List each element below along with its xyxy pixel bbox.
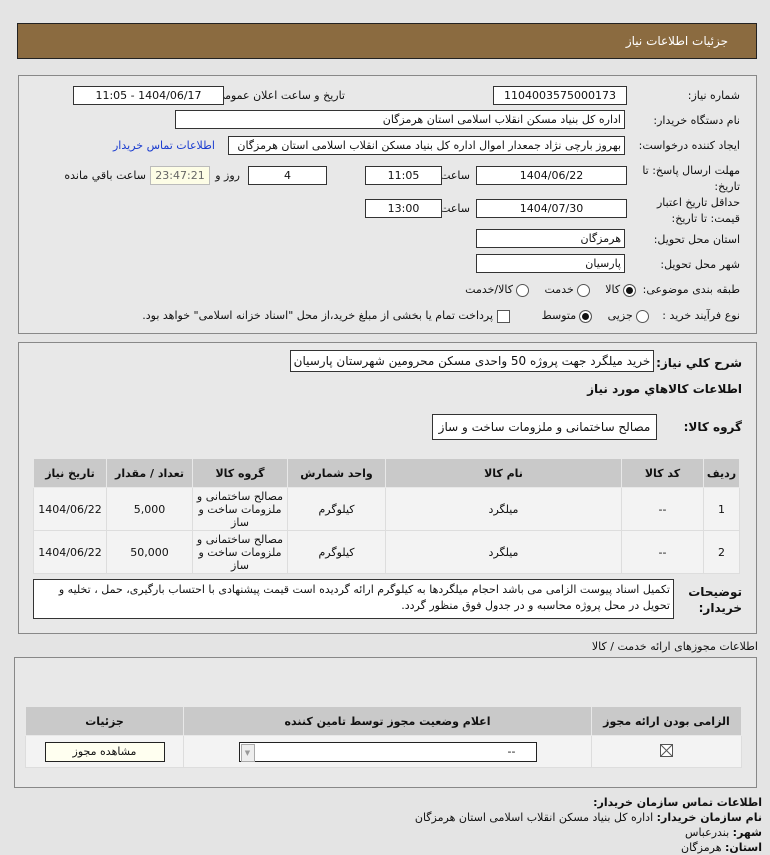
province-field: هرمزگان	[476, 229, 625, 248]
contact-province-label: استان:	[725, 841, 762, 854]
buyer-field: اداره کل بنیاد مسکن انقلاب اسلامی استان …	[175, 110, 625, 129]
treasury-payment-checkbox[interactable]	[497, 309, 511, 323]
process-option-label: جزیی	[607, 309, 633, 322]
buyer-contact-link[interactable]: اطلاعات تماس خریدار	[113, 139, 215, 152]
creator-field: بهروز بارچی نژاد جمعدار اموال اداره کل ب…	[228, 136, 625, 155]
permits-title: اطلاعات مجوزهای ارائه خدمت / کالا	[591, 640, 758, 653]
permits-table: الزامی بودن ارائه مجوز اعلام وضعیت مجوز …	[25, 706, 742, 768]
contact-province: هرمزگان	[681, 841, 722, 854]
deadline-label: مهلت ارسال پاسخ: تا تاریخ:	[642, 164, 740, 193]
creator-label: ایجاد کننده درخواست:	[638, 139, 740, 152]
city-field: پارسیان	[476, 254, 625, 273]
summary-field: خرید میلگرد جهت پروژه 50 واحدی مسکن محرو…	[290, 350, 654, 372]
contact-city: بندرعباس	[685, 826, 730, 839]
unit: کیلوگرم	[287, 530, 386, 574]
category-option-label: کالا	[605, 283, 621, 296]
validity-time-label: ساعت	[440, 202, 470, 215]
contact-city-label: شهر:	[732, 826, 762, 839]
validity-time-field: 13:00	[365, 199, 442, 218]
goods-table: ردیف کد کالا نام کالا واحد شمارش گروه کا…	[33, 458, 740, 574]
column-header: جزئیات	[25, 706, 184, 736]
goods-name: میلگرد	[385, 530, 622, 574]
goods-group-field: مصالح ساختمانی و ملزومات ساخت و ساز	[432, 414, 657, 440]
buyer-contact-section: اطلاعات تماس سازمان خریدار: نام سازمان خ…	[415, 795, 762, 855]
need-date: 1404/06/22	[33, 487, 107, 531]
process-option-label: متوسط	[541, 309, 577, 322]
validity-date-field: 1404/07/30	[476, 199, 627, 218]
goods-name: میلگرد	[385, 487, 622, 531]
province-label: استان محل تحویل:	[653, 233, 740, 246]
page-title: جزئیات اطلاعات نیاز	[625, 34, 728, 48]
quantity: 50,000	[106, 530, 193, 574]
category-option-label: خدمت	[544, 283, 574, 296]
column-header: واحد شمارش	[287, 458, 386, 488]
goods-group: مصالح ساختمانی و ملزومات ساخت و ساز	[192, 530, 288, 574]
column-header: تعداد / مقدار	[106, 458, 193, 488]
notes-label: توضیحات خریدار:	[688, 585, 742, 615]
view-permit-button[interactable]: مشاهده مجوز	[44, 741, 165, 762]
process-row: نوع فرآیند خرید : جزیی متوسط پرداخت تمام…	[142, 309, 740, 323]
column-header: اعلام وضعیت مجوز توسط تامین کننده	[183, 706, 592, 736]
goods-group-label: گروه کالا:	[683, 420, 742, 434]
goods-group: مصالح ساختمانی و ملزومات ساخت و ساز	[192, 487, 288, 531]
details-cell: مشاهده مجوز	[25, 735, 184, 768]
goods-code: --	[621, 530, 704, 574]
days-field: 4	[248, 166, 327, 185]
table-header-row: الزامی بودن ارائه مجوز اعلام وضعیت مجوز …	[25, 706, 742, 736]
deadline-time-field: 11:05	[365, 166, 442, 185]
buyer-label: نام دستگاه خریدار:	[653, 114, 740, 127]
days-label: روز و	[215, 169, 240, 182]
row-number: 2	[703, 530, 740, 574]
page-header: جزئیات اطلاعات نیاز	[17, 23, 757, 59]
status-cell: -- ▼	[183, 735, 592, 768]
dropdown-arrow-icon[interactable]: ▼	[240, 743, 255, 762]
contact-title: اطلاعات تماس سازمان خریدار:	[593, 796, 762, 809]
notes-field: تکمیل اسناد پیوست الزامی می باشد احجام م…	[33, 579, 674, 619]
quantity: 5,000	[106, 487, 193, 531]
need-number-field: 1104003575000173	[493, 86, 627, 105]
payment-note: پرداخت تمام یا بخشی از مبلغ خرید،از محل …	[142, 309, 494, 322]
permit-status-value: --	[507, 744, 516, 758]
city-label: شهر محل تحویل:	[660, 258, 740, 271]
table-header-row: ردیف کد کالا نام کالا واحد شمارش گروه کا…	[33, 458, 740, 488]
column-header: گروه کالا	[192, 458, 288, 488]
category-radio-service[interactable]	[576, 283, 590, 297]
unit: کیلوگرم	[287, 487, 386, 531]
checkbox-crossed-icon	[660, 743, 673, 757]
category-row: طبقه بندی موضوعی: کالا خدمت کالا/خدمت	[465, 283, 740, 297]
goods-section-title: اطلاعات كالاهاي مورد نياز	[587, 382, 742, 396]
process-label: نوع فرآیند خرید :	[662, 309, 740, 322]
column-header: تاریخ نیاز	[33, 458, 107, 488]
column-header: الزامی بودن ارائه مجوز	[591, 706, 742, 736]
table-row: 1 -- میلگرد کیلوگرم مصالح ساختمانی و ملز…	[33, 487, 740, 531]
process-radio-minor[interactable]	[635, 309, 649, 323]
table-row: -- ▼ مشاهده مجوز	[25, 735, 742, 768]
contact-org-label: نام سازمان خریدار:	[656, 811, 762, 824]
category-radio-goods[interactable]	[623, 283, 637, 297]
summary-label: شرح كلي نياز:	[656, 356, 742, 370]
category-label: طبقه بندی موضوعی:	[642, 283, 740, 296]
contact-org: اداره کل بنیاد مسکن انقلاب اسلامی استان …	[414, 811, 654, 824]
column-header: ردیف	[703, 458, 740, 488]
category-option-label: کالا/خدمت	[465, 283, 513, 296]
required-cell	[591, 735, 742, 768]
remaining-time-field: 23:47:21	[150, 166, 210, 185]
process-radio-medium[interactable]	[579, 309, 593, 323]
announce-label: تاریخ و ساعت اعلان عمومی:	[212, 89, 345, 102]
row-number: 1	[703, 487, 740, 531]
permit-status-select[interactable]: -- ▼	[238, 741, 537, 762]
column-header: کد کالا	[621, 458, 704, 488]
validity-label: حداقل تاریخ اعتبار قیمت: تا تاریخ:	[656, 196, 740, 225]
table-row: 2 -- میلگرد کیلوگرم مصالح ساختمانی و ملز…	[33, 530, 740, 574]
column-header: نام کالا	[385, 458, 622, 488]
deadline-time-label: ساعت	[440, 169, 470, 182]
remaining-label: ساعت باقي مانده	[64, 169, 146, 182]
deadline-date-field: 1404/06/22	[476, 166, 627, 185]
goods-code: --	[621, 487, 704, 531]
need-number-label: شماره نیاز:	[687, 89, 740, 102]
need-date: 1404/06/22	[33, 530, 107, 574]
category-radio-goods-service[interactable]	[516, 283, 529, 297]
announce-field: 1404/06/17 - 11:05	[73, 86, 224, 105]
